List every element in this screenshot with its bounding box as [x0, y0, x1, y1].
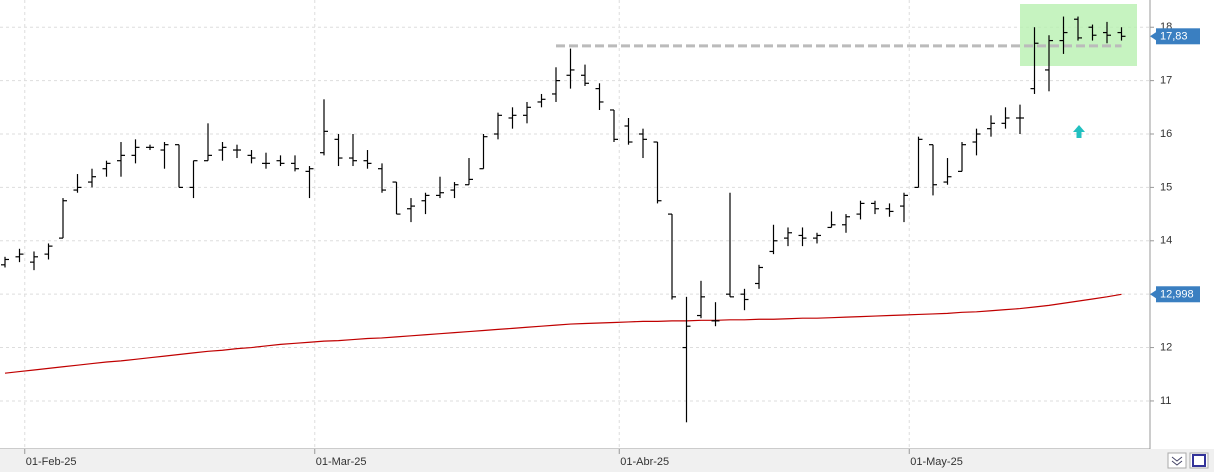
y-tick-label: 11: [1160, 395, 1171, 407]
y-tick-label: 15: [1160, 181, 1172, 193]
price-pointer: [1150, 32, 1156, 41]
x-tick-label: 01-Abr-25: [620, 456, 669, 468]
price-label: 17,83: [1160, 31, 1188, 43]
y-tick-label: 16: [1160, 128, 1172, 140]
x-tick-label: 01-Mar-25: [316, 456, 367, 468]
price-pointer: [1150, 290, 1156, 299]
save-icon: [1192, 454, 1206, 467]
price-label-box: [1156, 28, 1200, 45]
up-arrow: [1073, 125, 1085, 138]
x-tick-label: 01-May-25: [910, 456, 963, 468]
y-tick-label: 14: [1160, 235, 1172, 247]
price-label-box: [1156, 286, 1200, 303]
y-tick-label: 12: [1160, 341, 1172, 353]
save-button[interactable]: [1189, 452, 1209, 469]
grid: [0, 0, 1150, 449]
price-label: 12,998: [1160, 289, 1194, 301]
toolbar: [1167, 452, 1209, 469]
moving-average-line: [4, 293, 1122, 374]
x-axis-strip: [0, 449, 1214, 472]
y-tick-label: 17: [1160, 75, 1172, 87]
x-tick-label: 01-Feb-25: [26, 456, 77, 468]
collapse-icon: [1171, 456, 1183, 466]
